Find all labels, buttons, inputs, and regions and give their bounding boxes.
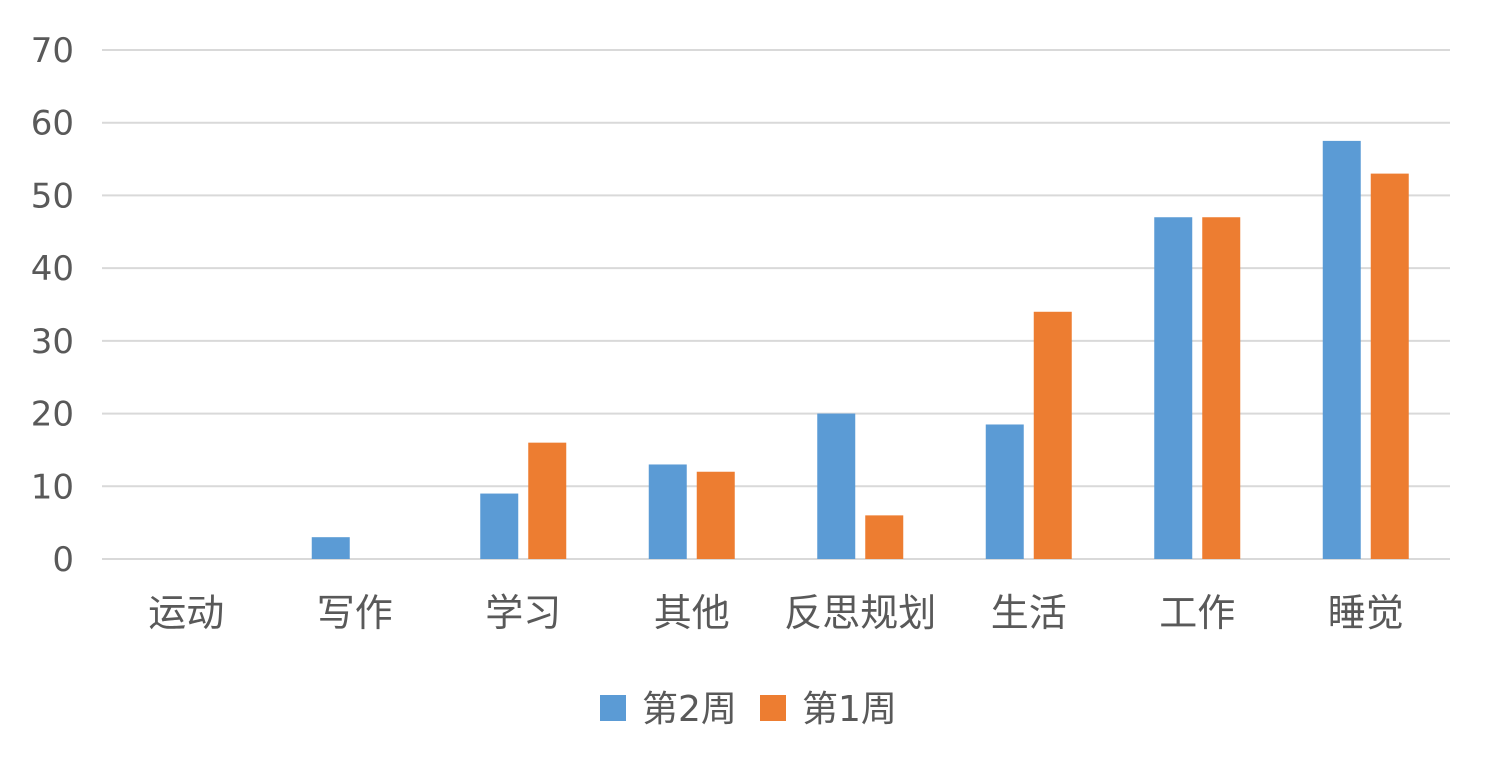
legend-label: 第2周 (642, 689, 737, 730)
y-tick-label: 0 (52, 540, 74, 580)
x-category-label: 睡觉 (1328, 591, 1404, 635)
bar-week2-7 (1322, 140, 1361, 559)
y-tick-label: 30 (31, 322, 74, 362)
bar-week1-2 (528, 442, 567, 559)
legend-swatch (760, 695, 786, 721)
bar-week2-4 (817, 413, 856, 559)
x-category-label: 学习 (485, 591, 561, 635)
bar-week1-6 (1202, 217, 1241, 559)
bar-week2-5 (985, 424, 1024, 559)
bar-week1-4 (865, 515, 904, 559)
legend-label: 第1周 (802, 689, 897, 730)
legend-swatch (600, 695, 626, 721)
bar-week2-1 (311, 537, 350, 559)
x-category-label: 生活 (991, 591, 1067, 635)
y-tick-label: 60 (31, 104, 74, 144)
bar-week2-3 (648, 464, 687, 559)
y-tick-label: 40 (31, 249, 74, 289)
bar-week2-6 (1154, 217, 1193, 559)
x-axis-category-labels: 运动 写作 学习 其他 反思规划 生活 工作 睡觉 (148, 591, 1404, 635)
y-axis-tick-labels: 0 10 20 30 40 50 60 70 (31, 31, 74, 580)
x-category-label: 运动 (148, 591, 224, 635)
legend: 第2周 第1周 (600, 689, 897, 730)
y-tick-label: 10 (31, 467, 74, 507)
bar-week1-5 (1033, 311, 1072, 559)
bar-week1-7 (1370, 173, 1409, 559)
bar-week2-2 (480, 493, 519, 559)
y-tick-label: 50 (31, 176, 74, 216)
bar-week1-3 (696, 471, 735, 559)
bars (311, 140, 1409, 559)
gridlines (102, 49, 1450, 560)
y-tick-label: 20 (31, 395, 74, 435)
x-category-label: 其他 (654, 591, 730, 635)
y-tick-label: 70 (31, 31, 74, 71)
x-category-label: 写作 (317, 591, 393, 635)
x-category-label: 工作 (1159, 591, 1235, 635)
x-category-label: 反思规划 (784, 591, 936, 635)
